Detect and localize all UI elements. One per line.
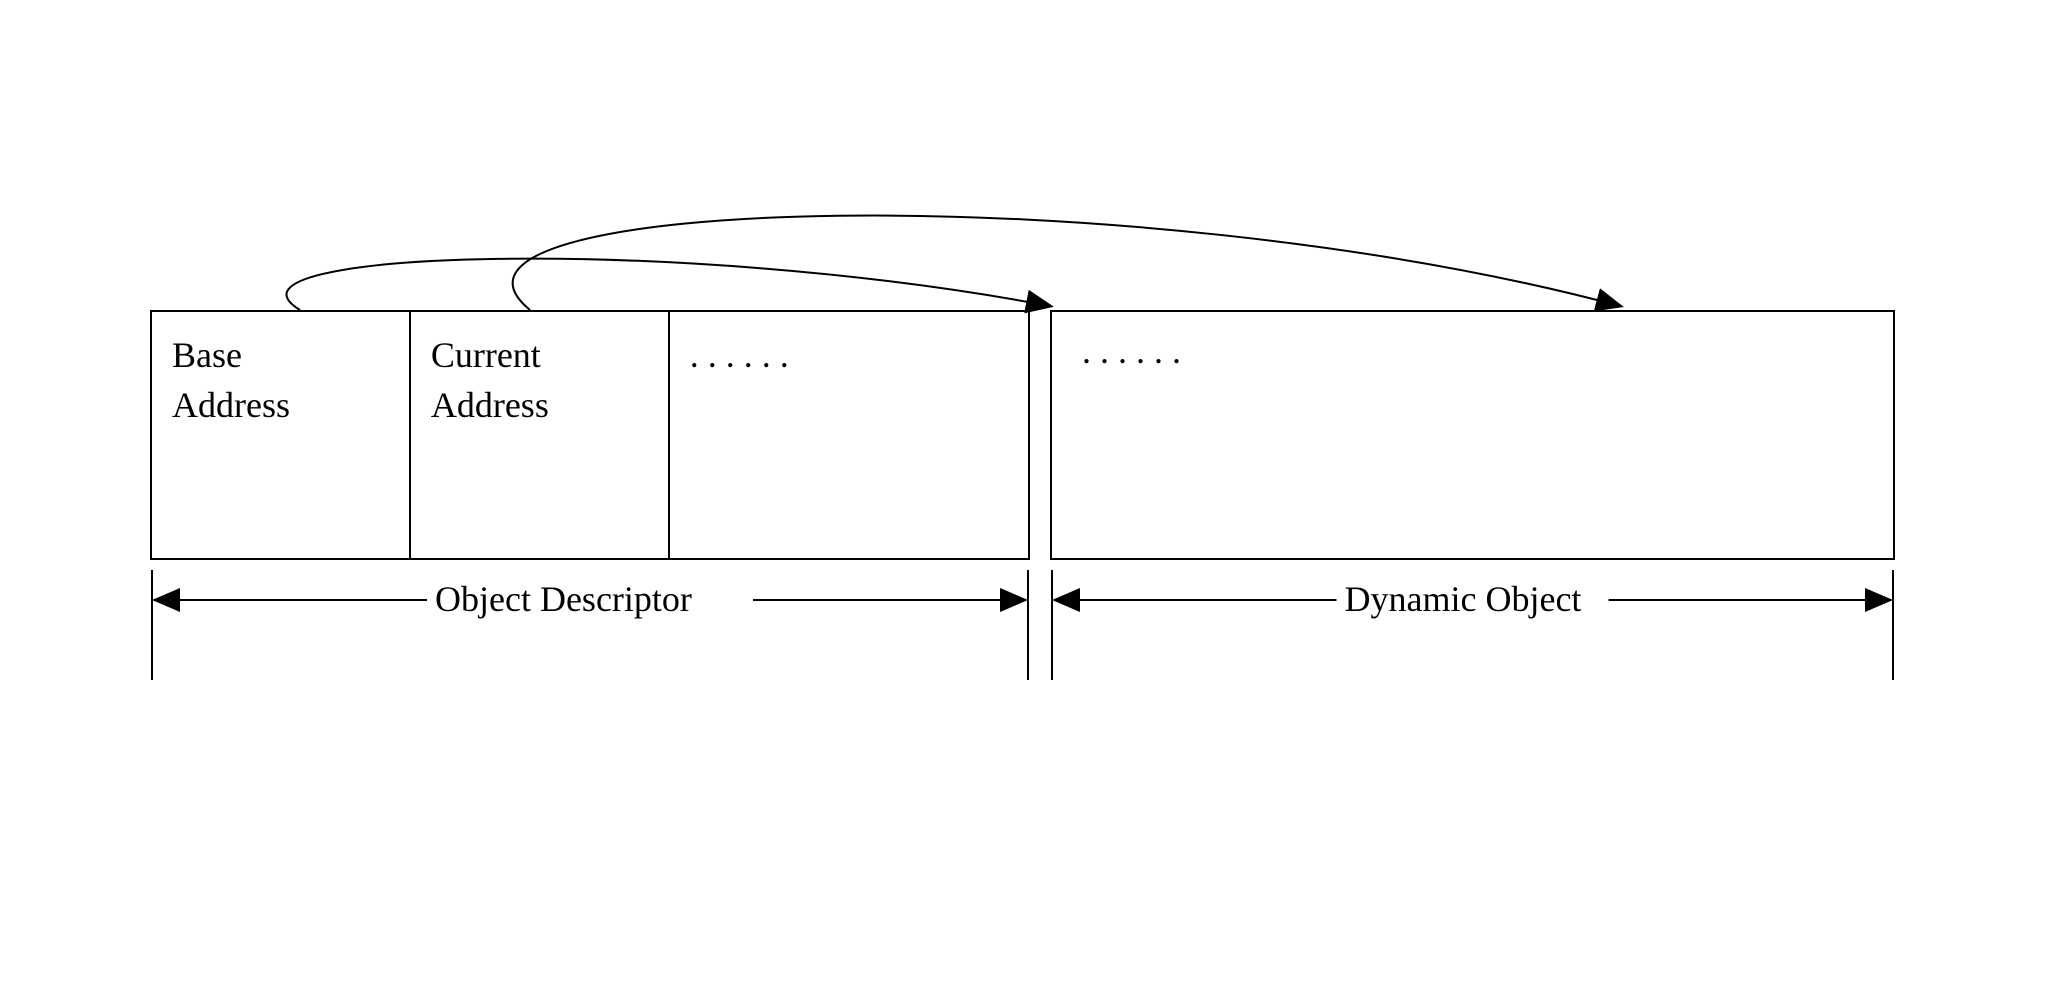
descriptor-dim-label-wrap: Object Descriptor bbox=[427, 578, 700, 620]
base-address-cell: BaseAddress bbox=[152, 312, 411, 558]
boxes-row: BaseAddress CurrentAddress . . . . . . .… bbox=[150, 310, 1895, 560]
dynamic-dim-label-wrap: Dynamic Object bbox=[1337, 578, 1590, 620]
box-gap bbox=[1030, 310, 1050, 560]
descriptor-dim-label: Object Descriptor bbox=[427, 578, 700, 620]
dimension-svg bbox=[150, 570, 1905, 720]
dynamic-object-box: . . . . . . bbox=[1050, 310, 1895, 560]
dynamic-dim-label: Dynamic Object bbox=[1337, 578, 1590, 620]
descriptor-ellipsis-cell: . . . . . . bbox=[670, 312, 1028, 558]
diagram-container: BaseAddress CurrentAddress . . . . . . .… bbox=[150, 230, 1900, 750]
current-address-cell: CurrentAddress bbox=[411, 312, 670, 558]
base-address-arrow bbox=[286, 259, 1050, 310]
object-descriptor-box: BaseAddress CurrentAddress . . . . . . bbox=[150, 310, 1030, 560]
